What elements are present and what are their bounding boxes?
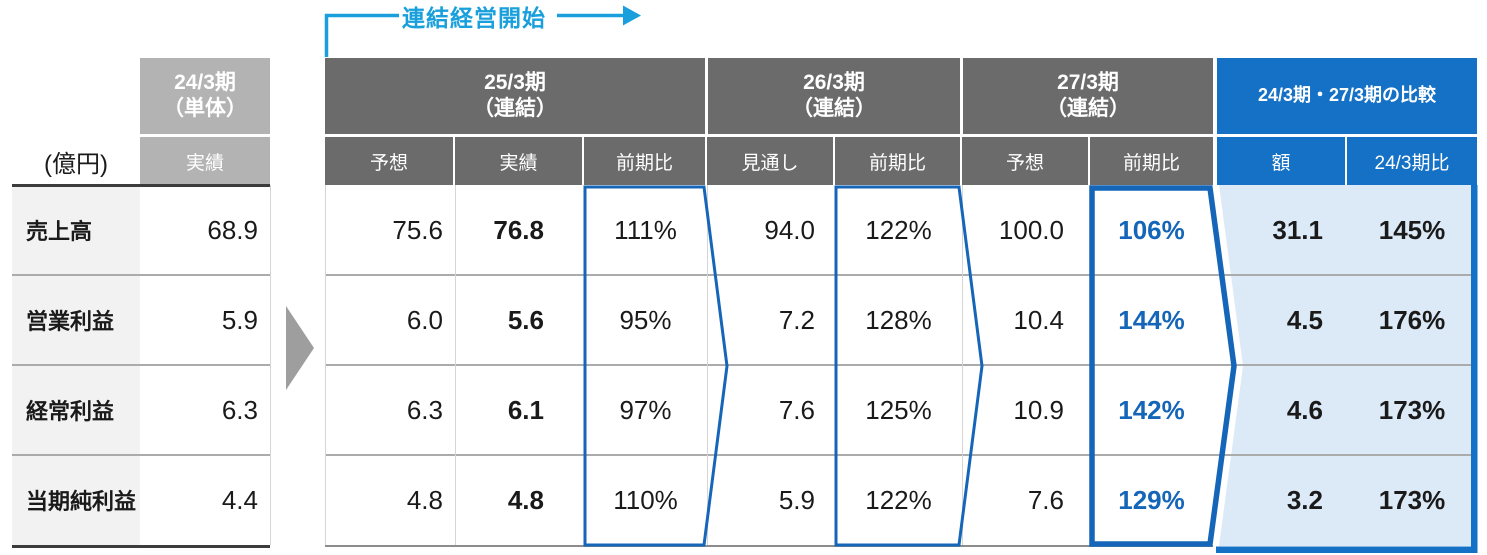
header-fy25-period: 25/3期 (484, 71, 546, 95)
header-fy26-period: 26/3期 (803, 71, 865, 95)
cell-fy25-yoy: 95% (619, 304, 672, 335)
row-label: 経常利益 (26, 399, 115, 424)
subheader-fy24-actual: 実績 (140, 137, 270, 185)
cell-fy25-actual: 76.8 (493, 214, 544, 245)
cell-comparison-amount: 4.6 (1286, 394, 1323, 425)
cell-fy24-actual: 4.4 (221, 484, 258, 515)
cell-comparison-ratio: 173% (1378, 394, 1446, 425)
cell-fy26-yoy: 122% (865, 214, 932, 245)
cell-fy27-forecast: 10.9 (1013, 394, 1064, 425)
cell-fy25-actual: 4.8 (507, 484, 544, 515)
cell-fy25-forecast: 6.0 (406, 304, 443, 335)
cell-comparison-ratio: 176% (1378, 304, 1446, 335)
row-label: 当期純利益 (26, 489, 137, 514)
unit-label: (億円) (44, 150, 108, 178)
subheader-fy25-yoy: 前期比 (584, 137, 705, 185)
header-fy24-scope: （単体） (163, 97, 247, 120)
cell-fy27-yoy: 129% (1118, 484, 1185, 515)
header-fy26: 26/3期 （連結） (708, 58, 960, 134)
cell-fy27-forecast: 10.4 (1013, 304, 1064, 335)
header-fy25-scope: （連結） (473, 97, 557, 120)
cell-fy25-yoy: 97% (619, 394, 672, 425)
cell-fy26-yoy: 125% (865, 394, 932, 425)
cell-comparison-amount: 3.2 (1286, 484, 1323, 515)
subheader-fy26-outlook: 見通し (707, 137, 833, 185)
annotation-label: 連結経営開始 (402, 5, 546, 31)
subheader-fy27-forecast: 予想 (962, 137, 1088, 185)
cell-fy25-actual: 5.6 (507, 304, 544, 335)
header-fy25: 25/3期 （連結） (325, 58, 705, 134)
divider (12, 545, 270, 548)
divider (325, 185, 326, 545)
flow-arrow-icon (286, 306, 314, 390)
cell-fy27-forecast: 7.6 (1027, 484, 1064, 515)
annotation-arrowhead-icon (623, 5, 641, 26)
cell-fy25-actual: 6.1 (507, 394, 544, 425)
cell-fy27-yoy: 106% (1118, 214, 1185, 245)
cell-fy26-yoy: 128% (865, 304, 932, 335)
row-label: 売上高 (26, 219, 93, 244)
divider (12, 274, 270, 276)
cell-fy25-forecast: 6.3 (406, 394, 443, 425)
row-label: 営業利益 (26, 309, 115, 334)
header-fy27: 27/3期 （連結） (963, 58, 1213, 134)
cell-fy25-forecast: 75.6 (392, 214, 443, 245)
cell-comparison-amount: 4.5 (1286, 304, 1323, 335)
cell-fy26-outlook: 7.2 (778, 304, 815, 335)
cell-comparison-ratio: 145% (1378, 214, 1446, 245)
cell-fy26-outlook: 5.9 (778, 484, 815, 515)
cell-fy25-forecast: 4.8 (406, 484, 443, 515)
divider (455, 185, 456, 545)
header-fy24: 24/3期 （単体） (140, 58, 270, 134)
divider (12, 454, 270, 456)
header-fy26-scope: （連結） (792, 97, 876, 120)
subheader-comparison-ratio: 24/3期比 (1347, 137, 1477, 185)
subheader-fy25-actual: 実績 (455, 137, 582, 185)
subheader-fy26-yoy: 前期比 (835, 137, 960, 185)
header-fy24-period: 24/3期 (174, 71, 236, 95)
cell-fy25-yoy: 110% (613, 484, 678, 515)
annotation-bracket-line (324, 13, 399, 57)
cell-fy25-yoy: 111% (614, 214, 677, 245)
cell-comparison-amount: 31.1 (1272, 214, 1323, 245)
cell-fy24-actual: 6.3 (221, 394, 258, 425)
header-fy27-scope: （連結） (1046, 97, 1130, 120)
cell-fy26-outlook: 94.0 (764, 214, 815, 245)
divider (12, 184, 270, 187)
header-comparison-title: 24/3期・27/3期の比較 (1257, 85, 1437, 106)
subheader-comparison-amount: 額 (1217, 137, 1345, 185)
header-fy27-period: 27/3期 (1057, 71, 1119, 95)
cell-comparison-ratio: 173% (1378, 484, 1446, 515)
cell-fy27-forecast: 100.0 (998, 214, 1064, 245)
cell-fy26-outlook: 7.6 (778, 394, 815, 425)
cell-fy24-actual: 68.9 (207, 214, 258, 245)
divider (12, 364, 270, 366)
cell-fy26-yoy: 122% (865, 484, 932, 515)
subheader-fy25-forecast: 予想 (325, 137, 453, 185)
header-comparison: 24/3期・27/3期の比較 (1217, 58, 1477, 134)
subheader-fy27-yoy: 前期比 (1090, 137, 1213, 185)
divider (270, 185, 271, 545)
cell-fy27-yoy: 142% (1118, 394, 1185, 425)
cell-fy24-actual: 5.9 (221, 304, 258, 335)
comparison-bottom-border (1216, 546, 1477, 553)
divider (325, 545, 1213, 547)
cell-fy27-yoy: 144% (1118, 304, 1185, 335)
